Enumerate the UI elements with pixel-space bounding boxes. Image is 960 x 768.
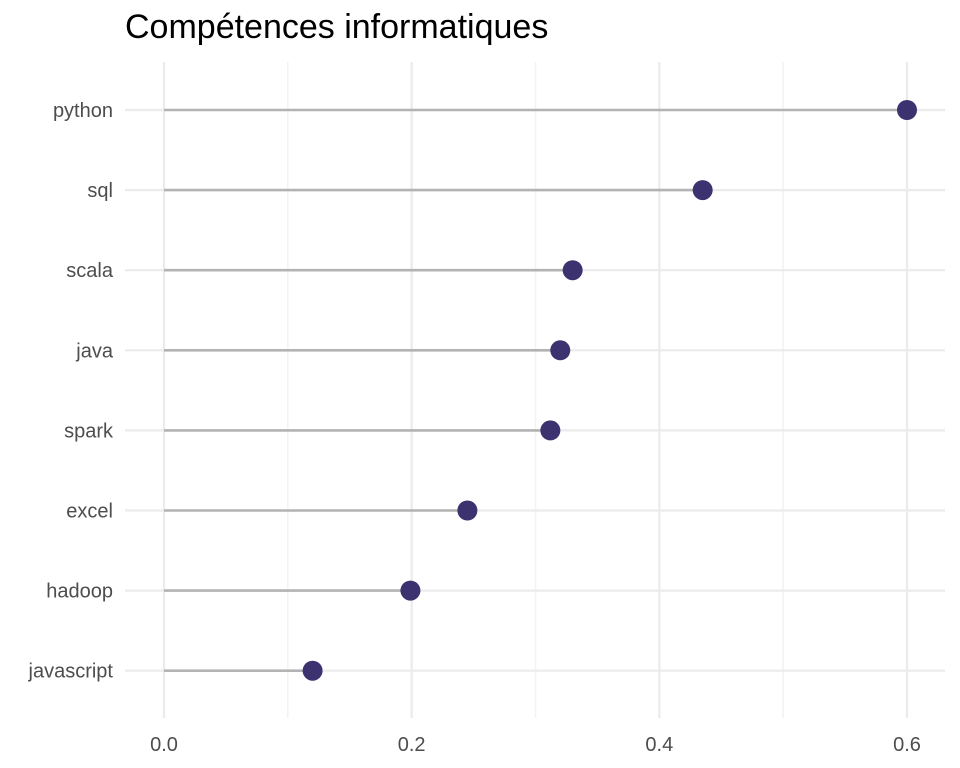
x-tick-label: 0.6 bbox=[893, 734, 921, 756]
lollipop-point bbox=[302, 660, 323, 681]
x-tick-label: 0.4 bbox=[645, 734, 673, 756]
x-tick-label: 0.2 bbox=[398, 734, 426, 756]
x-axis-labels: 0.0 0.2 0.4 0.6 bbox=[150, 734, 921, 756]
lollipop-point bbox=[692, 180, 713, 201]
lollipop-point bbox=[897, 100, 917, 120]
x-tick-label: 0.0 bbox=[150, 734, 178, 756]
grid-layer bbox=[125, 62, 945, 718]
y-tick-label: java bbox=[75, 340, 114, 362]
lollipop-point bbox=[400, 580, 421, 601]
y-tick-label: excel bbox=[66, 501, 113, 523]
y-tick-label: sql bbox=[87, 180, 113, 202]
lollipop-point bbox=[457, 500, 478, 521]
y-tick-label: python bbox=[53, 100, 113, 122]
y-tick-label: spark bbox=[64, 420, 114, 442]
stem-layer bbox=[164, 108, 907, 673]
y-tick-label: javascript bbox=[28, 661, 114, 683]
chart-title: Compétences informatiques bbox=[125, 8, 549, 46]
y-tick-label: scala bbox=[66, 260, 114, 282]
lollipop-point bbox=[562, 260, 583, 281]
y-axis-labels: python sql scala java spark excel hadoop javasc… bbox=[28, 100, 114, 683]
point-layer bbox=[302, 100, 917, 681]
lollipop-point bbox=[550, 340, 571, 361]
lollipop-point bbox=[540, 420, 561, 441]
y-tick-label: hadoop bbox=[46, 581, 113, 603]
